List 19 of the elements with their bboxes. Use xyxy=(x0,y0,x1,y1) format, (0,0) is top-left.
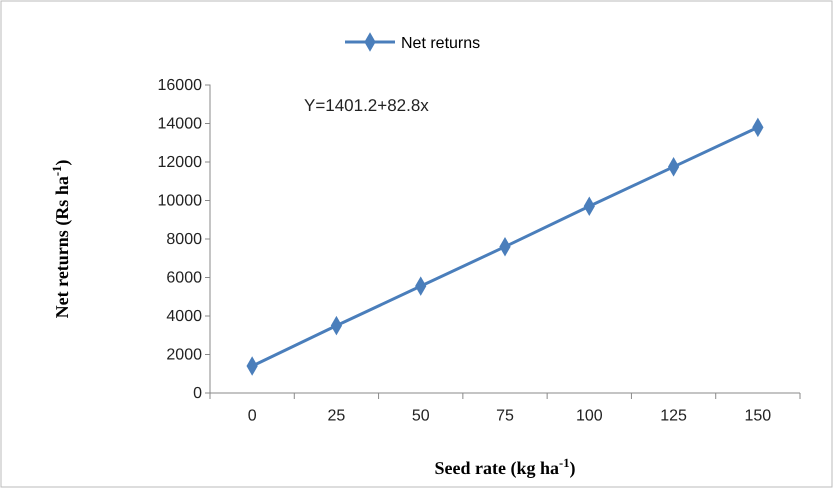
x-axis-title: Seed rate (kg ha$^{-1}$) xyxy=(434,456,576,478)
x-tick-label: 50 xyxy=(412,407,430,424)
x-tick-label: 125 xyxy=(660,407,688,424)
y-tick-label: 10000 xyxy=(158,192,202,210)
x-tick-label: 25 xyxy=(328,407,346,424)
legend-label: Net returns xyxy=(401,35,480,52)
y-tick-label: 14000 xyxy=(158,116,202,133)
x-tick-label: 75 xyxy=(496,407,514,424)
y-tick-label: 8000 xyxy=(166,231,202,248)
annotation: Y=1401.2+82.8x xyxy=(304,96,430,115)
y-tick-label: 6000 xyxy=(166,270,202,287)
y-tick-label: 4000 xyxy=(166,308,202,326)
y-tick-label: 16000 xyxy=(158,77,202,94)
y-tick-label: 12000 xyxy=(158,154,202,172)
y-tick-label: 2000 xyxy=(166,346,202,364)
x-tick-label: 150 xyxy=(744,407,772,424)
x-tick-label: 100 xyxy=(576,407,603,424)
x-tick-label: 0 xyxy=(248,407,257,424)
y-tick-label: 0 xyxy=(193,385,202,402)
